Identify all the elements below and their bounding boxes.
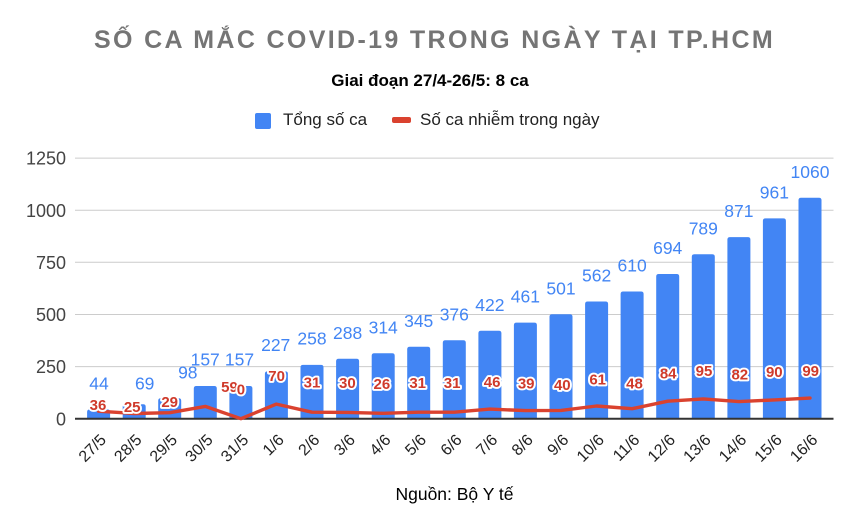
svg-text:1000: 1000 — [26, 201, 66, 221]
svg-text:44: 44 — [89, 374, 109, 394]
svg-text:61: 61 — [589, 371, 606, 388]
svg-text:31: 31 — [444, 375, 461, 392]
svg-text:422: 422 — [475, 295, 504, 315]
svg-text:250: 250 — [36, 357, 66, 377]
svg-text:95: 95 — [696, 363, 713, 380]
svg-text:500: 500 — [36, 305, 66, 325]
svg-text:46: 46 — [484, 374, 501, 391]
svg-text:501: 501 — [546, 278, 575, 298]
svg-text:84: 84 — [660, 365, 677, 382]
svg-text:750: 750 — [36, 253, 66, 273]
svg-text:99: 99 — [802, 363, 819, 380]
svg-text:562: 562 — [582, 266, 611, 286]
svg-text:789: 789 — [689, 218, 718, 238]
svg-text:82: 82 — [731, 367, 748, 384]
svg-text:376: 376 — [440, 304, 469, 324]
svg-text:1250: 1250 — [26, 149, 66, 169]
svg-text:871: 871 — [724, 201, 753, 221]
svg-text:70: 70 — [268, 368, 285, 385]
svg-text:345: 345 — [404, 311, 433, 331]
svg-text:157: 157 — [191, 350, 220, 370]
svg-text:30: 30 — [339, 375, 356, 392]
svg-text:288: 288 — [333, 323, 362, 343]
svg-text:48: 48 — [626, 375, 643, 392]
svg-text:961: 961 — [760, 183, 789, 203]
svg-text:40: 40 — [554, 377, 571, 394]
svg-text:25: 25 — [124, 399, 141, 416]
svg-text:0: 0 — [56, 409, 66, 429]
svg-text:90: 90 — [766, 364, 783, 381]
svg-text:39: 39 — [518, 375, 535, 392]
svg-text:31: 31 — [409, 375, 426, 392]
svg-text:31: 31 — [304, 374, 321, 391]
svg-text:69: 69 — [135, 373, 154, 393]
svg-text:98: 98 — [178, 362, 197, 382]
svg-text:694: 694 — [653, 238, 682, 258]
svg-text:36: 36 — [90, 397, 107, 414]
svg-text:26: 26 — [374, 376, 391, 393]
svg-text:0: 0 — [237, 381, 245, 398]
svg-text:59: 59 — [221, 379, 238, 396]
svg-text:610: 610 — [617, 256, 646, 276]
svg-text:258: 258 — [297, 328, 326, 348]
svg-text:227: 227 — [261, 335, 290, 355]
svg-text:29: 29 — [161, 394, 178, 411]
svg-text:461: 461 — [511, 287, 540, 307]
svg-text:1060: 1060 — [791, 162, 830, 182]
svg-text:314: 314 — [369, 317, 398, 337]
svg-text:157: 157 — [225, 350, 254, 370]
